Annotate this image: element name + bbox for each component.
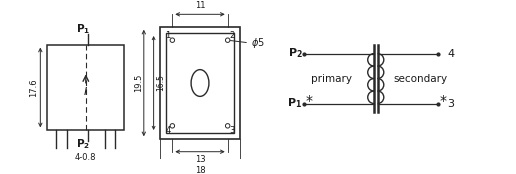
- Text: *: *: [440, 94, 447, 108]
- Text: 11: 11: [195, 1, 205, 10]
- Text: 17.6: 17.6: [29, 78, 39, 97]
- Bar: [166, 33, 234, 133]
- Text: $\mathbf{P_1}$: $\mathbf{P_1}$: [76, 22, 90, 36]
- Text: primary: primary: [311, 74, 352, 84]
- Ellipse shape: [191, 70, 209, 96]
- Text: secondary: secondary: [393, 74, 447, 84]
- Text: 4: 4: [165, 126, 170, 135]
- Circle shape: [225, 124, 230, 128]
- Bar: [47, 45, 124, 130]
- Text: 13: 13: [195, 155, 205, 164]
- Text: *: *: [305, 94, 312, 108]
- Circle shape: [170, 38, 174, 42]
- Text: $\phi$5: $\phi$5: [251, 36, 265, 50]
- Text: 4: 4: [447, 49, 454, 59]
- Text: 1: 1: [165, 31, 170, 40]
- Text: 19.5: 19.5: [134, 74, 143, 92]
- Text: $\mathbf{P_2}$: $\mathbf{P_2}$: [76, 137, 90, 151]
- Text: $\mathbf{P_1}$: $\mathbf{P_1}$: [287, 97, 302, 110]
- Text: 3: 3: [230, 126, 235, 135]
- Circle shape: [170, 124, 174, 128]
- Circle shape: [225, 38, 230, 42]
- Text: 16.5: 16.5: [156, 75, 165, 92]
- Bar: [160, 27, 240, 139]
- Text: 4-0.8: 4-0.8: [75, 153, 96, 163]
- Text: $\mathbf{P_2}$: $\mathbf{P_2}$: [287, 47, 302, 61]
- Text: 3: 3: [447, 98, 454, 109]
- Text: 2: 2: [230, 31, 235, 40]
- Text: 18: 18: [195, 166, 205, 174]
- Text: I: I: [84, 87, 87, 97]
